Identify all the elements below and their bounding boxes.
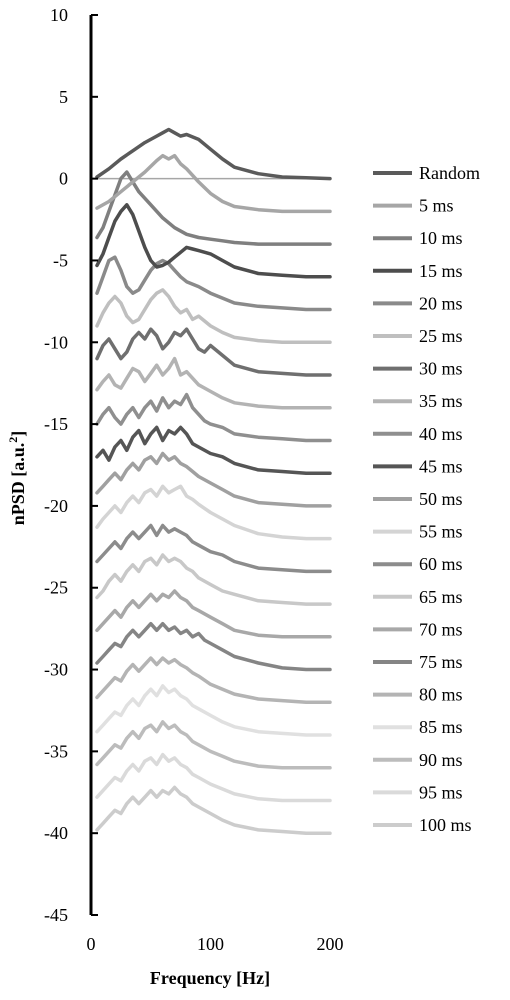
legend-label: Random	[419, 163, 480, 183]
legend-label: 20 ms	[419, 293, 463, 313]
x-tick-label: 0	[87, 934, 96, 954]
legend: Random 5 ms 10 ms 15 ms 20 ms 25 ms 30 ms 35 ms…	[373, 163, 480, 835]
series-line	[95, 785, 332, 835]
series-line	[95, 752, 332, 803]
series-line	[95, 451, 332, 508]
x-tick-label: 200	[317, 934, 344, 954]
y-tick-label: -5	[53, 250, 68, 270]
y-axis-title-tail: ]	[8, 431, 28, 437]
legend-label: 60 ms	[419, 554, 463, 574]
y-tick-label: -40	[44, 823, 68, 843]
series-line	[95, 153, 332, 214]
series-line	[95, 356, 332, 410]
series-line	[95, 327, 332, 377]
series-line	[95, 720, 332, 770]
legend-label: 35 ms	[419, 391, 463, 411]
series-layer	[95, 127, 332, 835]
y-axis-title: nPSD [a.u.2]	[6, 431, 28, 526]
legend-label: 65 ms	[419, 587, 463, 607]
series-line	[95, 484, 332, 541]
legend-label: 80 ms	[419, 685, 463, 705]
series-line	[95, 656, 332, 705]
y-tick-label: -10	[44, 332, 68, 352]
legend-label: 25 ms	[419, 326, 463, 346]
legend-label: 70 ms	[419, 619, 463, 639]
y-tick-label: -45	[44, 905, 68, 925]
y-tick-label: -25	[44, 578, 68, 598]
legend-label: 90 ms	[419, 750, 463, 770]
series-line	[95, 425, 332, 475]
y-tick-label: 10	[50, 5, 68, 25]
legend-label: 55 ms	[419, 522, 463, 542]
legend-label: 5 ms	[419, 196, 454, 216]
y-axis-title-main: nPSD [a.u.	[8, 443, 28, 526]
series-line	[95, 170, 332, 246]
legend-label: 95 ms	[419, 782, 463, 802]
series-line	[95, 589, 332, 639]
y-tick-label: -20	[44, 496, 68, 516]
series-line	[95, 621, 332, 672]
series-line	[95, 255, 332, 312]
x-tick-label: 100	[197, 934, 224, 954]
y-ticks: 10 5 0 -5 -10 -15 -20 -25 -30 -35 -40 -45	[44, 5, 98, 925]
series-line	[95, 523, 332, 574]
y-tick-label: 0	[59, 169, 68, 189]
legend-label: 75 ms	[419, 652, 463, 672]
x-ticks: 0 100 200	[87, 934, 344, 954]
legend-label: 10 ms	[419, 228, 463, 248]
legend-label: 40 ms	[419, 424, 463, 444]
legend-label: 15 ms	[419, 261, 463, 281]
y-tick-label: -30	[44, 660, 68, 680]
legend-label: 45 ms	[419, 456, 463, 476]
y-axis-title-sup: 2	[6, 437, 20, 443]
y-tick-label: -15	[44, 414, 68, 434]
series-line	[95, 203, 332, 279]
series-line	[95, 288, 332, 345]
series-line	[95, 392, 332, 443]
y-tick-label: -35	[44, 741, 68, 761]
x-axis-title: Frequency [Hz]	[150, 968, 270, 988]
legend-label: 30 ms	[419, 359, 463, 379]
series-line	[95, 684, 332, 737]
legend-label: 100 ms	[419, 815, 472, 835]
legend-label: 85 ms	[419, 717, 463, 737]
legend-label: 50 ms	[419, 489, 463, 509]
series-line	[95, 127, 332, 181]
y-tick-label: 5	[59, 87, 68, 107]
series-line	[95, 553, 332, 606]
